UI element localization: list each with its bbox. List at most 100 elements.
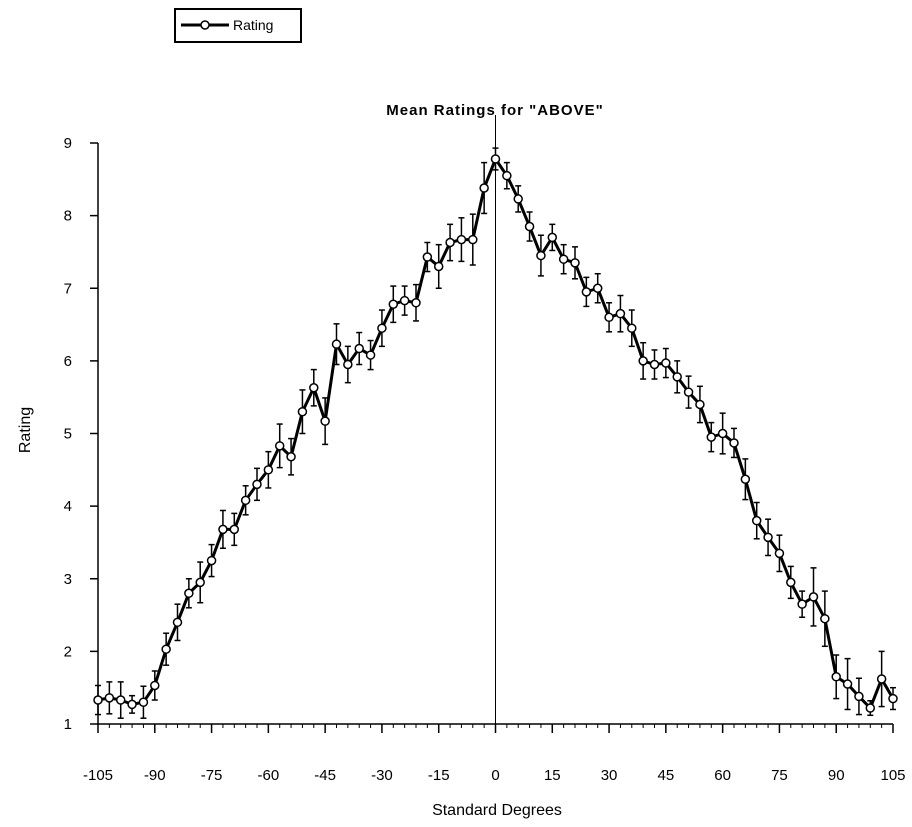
data-point: [297, 406, 308, 417]
data-point: [309, 382, 319, 393]
x-tick-label: -90: [144, 767, 166, 784]
data-point: [717, 428, 728, 439]
series-markers: [93, 154, 898, 713]
x-tick-label: 30: [601, 767, 618, 784]
legend-swatch-marker: [200, 20, 210, 30]
data-point: [206, 555, 217, 566]
x-tick-label: 45: [658, 767, 675, 784]
data-point: [820, 613, 830, 624]
x-tick-label: -45: [314, 767, 336, 784]
data-point: [649, 359, 660, 370]
data-point: [547, 232, 558, 243]
data-point: [763, 532, 773, 543]
data-point: [502, 170, 512, 181]
data-point: [411, 298, 421, 308]
x-tick-label: -75: [201, 767, 223, 784]
x-tick-label: 60: [714, 767, 731, 784]
data-point: [558, 254, 569, 264]
data-point: [592, 283, 603, 293]
x-tick-label: 90: [828, 767, 845, 784]
x-tick-label: 75: [771, 767, 788, 784]
data-point: [331, 339, 342, 349]
data-point: [638, 356, 648, 366]
x-tick-label: -15: [428, 767, 450, 784]
data-point: [354, 343, 364, 354]
data-point: [218, 524, 228, 535]
data-point: [388, 299, 399, 309]
data-point: [115, 695, 126, 705]
data-point: [740, 474, 751, 485]
data-point: [808, 592, 819, 602]
x-tick-label: 0: [491, 767, 499, 784]
data-point: [433, 261, 444, 272]
legend: Rating: [174, 8, 302, 43]
data-point: [479, 183, 489, 193]
x-tick-label: -30: [371, 767, 393, 784]
legend-label: Rating: [233, 17, 273, 33]
chart-title: Mean Ratings for "ABOVE": [386, 102, 603, 119]
data-point: [695, 399, 705, 410]
data-point: [570, 258, 580, 268]
data-point: [377, 323, 387, 333]
data-point: [138, 697, 149, 707]
data-point: [842, 679, 853, 689]
data-point: [456, 234, 467, 245]
data-point: [150, 680, 160, 691]
data-point: [729, 438, 739, 448]
y-tick-label: 3: [64, 571, 72, 588]
data-point: [888, 693, 898, 704]
data-point: [161, 644, 171, 654]
data-point: [343, 359, 353, 370]
x-tick-label: 105: [880, 767, 905, 784]
data-point: [615, 308, 626, 319]
data-point: [365, 350, 376, 360]
y-axis-ticks: 1 2 3 4 5 6 7 8 9: [64, 135, 98, 733]
data-point: [661, 358, 671, 368]
data-point: [627, 323, 637, 333]
data-point: [536, 250, 546, 261]
data-point: [604, 312, 614, 323]
x-axis-title: Standard Degrees: [432, 802, 562, 819]
y-tick-label: 1: [64, 716, 72, 733]
data-point: [581, 287, 592, 297]
data-point: [127, 699, 137, 710]
y-tick-label: 2: [64, 643, 72, 660]
data-point: [184, 588, 194, 599]
data-point: [399, 295, 410, 306]
data-point: [422, 252, 433, 262]
y-axis-title: Rating: [17, 407, 34, 453]
data-point: [786, 577, 796, 588]
data-point: [229, 524, 240, 535]
data-point: [876, 674, 887, 684]
x-tick-label: -105: [83, 767, 113, 784]
y-tick-label: 4: [64, 498, 72, 515]
data-point: [524, 221, 535, 232]
data-point: [672, 372, 682, 382]
data-point: [263, 465, 274, 475]
data-point: [468, 234, 478, 245]
y-tick-label: 5: [64, 426, 72, 443]
data-point: [274, 441, 285, 451]
data-point: [104, 693, 115, 703]
data-point: [854, 691, 864, 702]
data-point: [706, 432, 717, 442]
data-point: [195, 577, 205, 588]
x-axis-ticks: -105 -90 -75 -60 -45 -30 -15 0 15 30 45 60 75 90 105: [83, 724, 906, 784]
data-point: [797, 599, 807, 609]
data-point: [490, 154, 501, 164]
data-point: [774, 548, 785, 559]
data-point: [683, 387, 694, 397]
x-tick-label: 15: [544, 767, 561, 784]
data-point: [240, 495, 251, 506]
y-tick-label: 9: [64, 135, 72, 152]
data-point: [252, 479, 262, 490]
data-point: [93, 695, 103, 705]
data-point: [286, 451, 296, 462]
data-point: [865, 703, 876, 713]
data-point: [320, 416, 330, 426]
x-tick-label: -60: [258, 767, 280, 784]
data-point: [172, 617, 183, 628]
data-point: [831, 672, 841, 682]
